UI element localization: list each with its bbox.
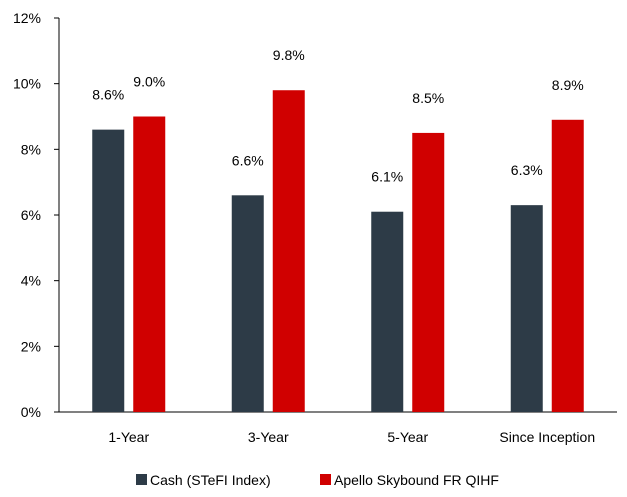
x-category-label: 3-Year <box>248 429 289 445</box>
bar-cash-4 <box>510 205 543 412</box>
bar-apello-4 <box>551 119 584 413</box>
y-tick-label: 10% <box>13 76 41 92</box>
legend-swatch <box>136 474 147 485</box>
legend: Cash (STeFI Index) Apello Skybound FR QIH… <box>136 472 499 488</box>
data-label: 6.3% <box>511 162 543 178</box>
legend-label: Apello Skybound FR QIHF <box>334 472 499 488</box>
data-label: 6.6% <box>232 152 264 168</box>
y-tick-label: 6% <box>21 207 41 223</box>
bar-apello-1 <box>133 116 166 412</box>
data-label: 9.8% <box>273 47 305 63</box>
y-tick-label: 12% <box>13 10 41 26</box>
data-label: 8.9% <box>552 77 584 93</box>
legend-swatch <box>320 474 331 485</box>
bar-cash-3 <box>371 211 404 412</box>
y-axis-ticks: 0% 2% 4% 6% 8% 10% 12% <box>13 10 59 420</box>
legend-label: Cash (STeFI Index) <box>150 472 271 488</box>
x-category-label: 5-Year <box>387 429 428 445</box>
data-label: 8.5% <box>412 90 444 106</box>
bar-cash-2 <box>231 195 264 412</box>
data-labels: 8.6% 9.0% 6.6% 9.8% 6.1% 8.5% 6.3% 8.9% <box>92 47 583 184</box>
y-tick-label: 4% <box>21 273 41 289</box>
bars <box>92 90 584 413</box>
data-label: 9.0% <box>133 74 165 90</box>
x-category-label: 1-Year <box>108 429 149 445</box>
bar-apello-3 <box>412 132 445 412</box>
bar-apello-2 <box>272 90 305 412</box>
data-label: 8.6% <box>92 87 124 103</box>
y-tick-label: 8% <box>21 141 41 157</box>
y-tick-label: 2% <box>21 338 41 354</box>
x-category-label: Since Inception <box>499 429 595 445</box>
bar-cash-1 <box>92 129 125 412</box>
data-label: 6.1% <box>371 169 403 185</box>
y-tick-label: 0% <box>21 404 41 420</box>
x-axis-categories: 1-Year 3-Year 5-Year Since Inception <box>108 429 595 445</box>
